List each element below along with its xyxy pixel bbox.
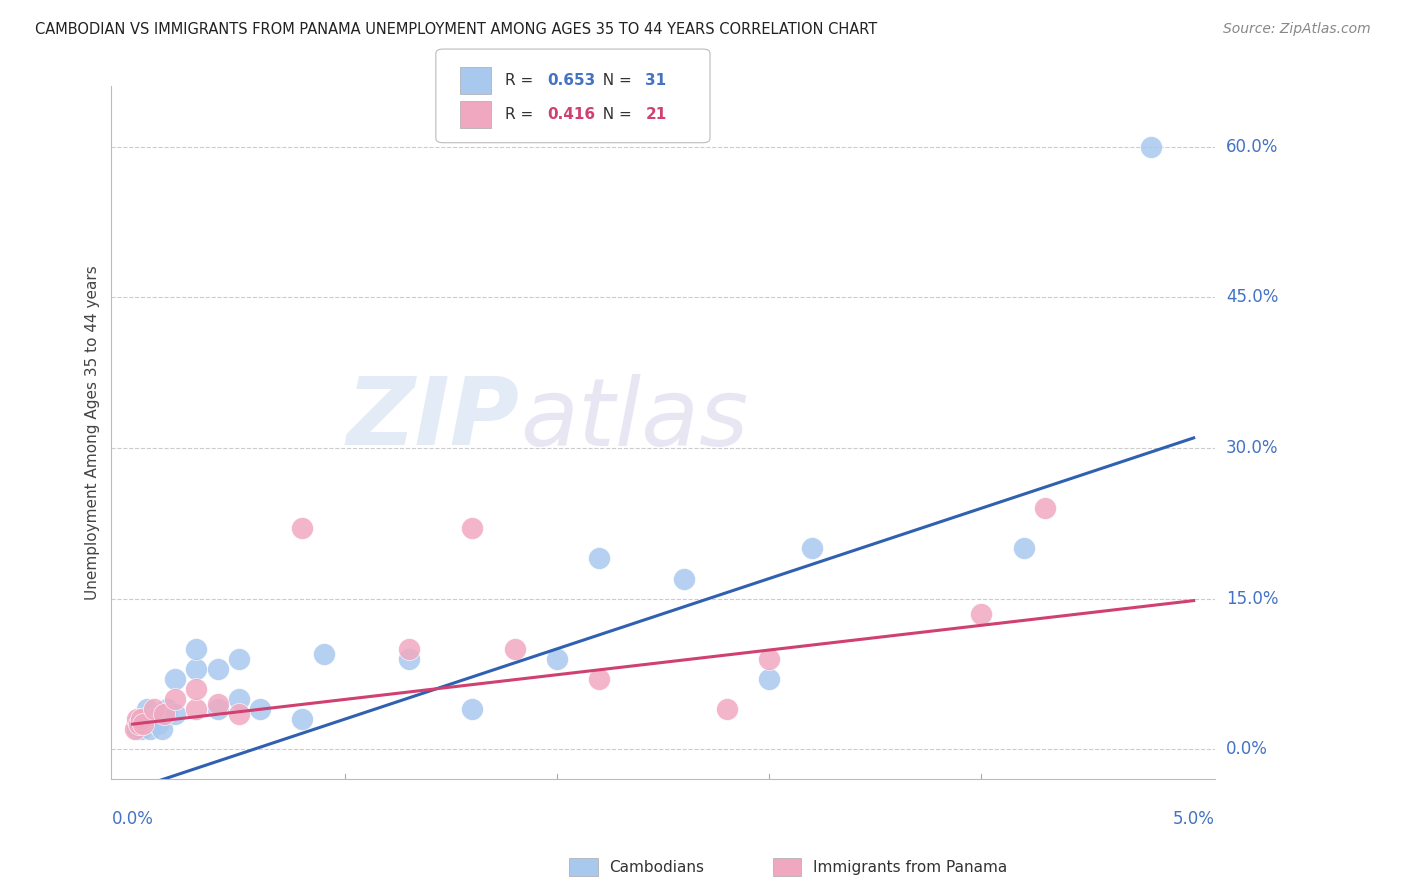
- Point: [136, 702, 159, 716]
- Text: CAMBODIAN VS IMMIGRANTS FROM PANAMA UNEMPLOYMENT AMONG AGES 35 TO 44 YEARS CORRE: CAMBODIAN VS IMMIGRANTS FROM PANAMA UNEM…: [35, 22, 877, 37]
- Text: 0.0%: 0.0%: [111, 810, 153, 828]
- Text: 0.0%: 0.0%: [1226, 740, 1268, 758]
- Point: [228, 652, 250, 666]
- Text: 30.0%: 30.0%: [1226, 439, 1278, 457]
- Point: [129, 722, 152, 736]
- Point: [758, 652, 780, 666]
- Point: [1140, 139, 1163, 153]
- Point: [142, 702, 165, 716]
- Point: [228, 707, 250, 722]
- Point: [132, 717, 155, 731]
- Point: [128, 717, 150, 731]
- Y-axis label: Unemployment Among Ages 35 to 44 years: Unemployment Among Ages 35 to 44 years: [86, 266, 100, 600]
- Point: [461, 521, 484, 535]
- Text: 0.653: 0.653: [547, 73, 595, 87]
- Point: [142, 712, 165, 726]
- Point: [228, 692, 250, 706]
- Point: [153, 707, 176, 722]
- Point: [134, 712, 156, 726]
- Text: 31: 31: [645, 73, 666, 87]
- Point: [546, 652, 568, 666]
- Text: 45.0%: 45.0%: [1226, 288, 1278, 306]
- Text: Source: ZipAtlas.com: Source: ZipAtlas.com: [1223, 22, 1371, 37]
- Point: [1033, 501, 1056, 516]
- Point: [150, 722, 173, 736]
- Text: atlas: atlas: [520, 374, 748, 465]
- Point: [461, 702, 484, 716]
- Point: [155, 702, 177, 716]
- Text: N =: N =: [593, 73, 637, 87]
- Point: [673, 572, 696, 586]
- Point: [128, 712, 150, 726]
- Text: Immigrants from Panama: Immigrants from Panama: [813, 860, 1007, 874]
- Point: [146, 717, 169, 731]
- Point: [291, 521, 314, 535]
- Point: [398, 641, 420, 656]
- Point: [291, 712, 314, 726]
- Point: [165, 692, 187, 706]
- Text: 21: 21: [645, 107, 666, 121]
- Point: [165, 672, 187, 686]
- Text: 15.0%: 15.0%: [1226, 590, 1278, 607]
- Point: [138, 722, 160, 736]
- Point: [125, 712, 148, 726]
- Point: [207, 662, 229, 676]
- Point: [124, 722, 146, 736]
- Text: Cambodians: Cambodians: [609, 860, 704, 874]
- Point: [398, 652, 420, 666]
- Point: [186, 662, 208, 676]
- Point: [758, 672, 780, 686]
- Text: R =: R =: [505, 73, 538, 87]
- Point: [207, 697, 229, 711]
- Point: [132, 717, 155, 731]
- Point: [800, 541, 823, 556]
- Point: [503, 641, 526, 656]
- Point: [186, 681, 208, 696]
- Text: N =: N =: [593, 107, 637, 121]
- Point: [207, 702, 229, 716]
- Text: 5.0%: 5.0%: [1173, 810, 1215, 828]
- Point: [186, 641, 208, 656]
- Point: [129, 712, 152, 726]
- Point: [588, 551, 610, 566]
- Text: 0.416: 0.416: [547, 107, 595, 121]
- Point: [1012, 541, 1035, 556]
- Point: [249, 702, 271, 716]
- Point: [716, 702, 738, 716]
- Point: [312, 647, 335, 661]
- Text: R =: R =: [505, 107, 538, 121]
- Point: [588, 672, 610, 686]
- Point: [970, 607, 993, 621]
- Text: 60.0%: 60.0%: [1226, 137, 1278, 155]
- Text: ZIP: ZIP: [347, 373, 520, 465]
- Point: [186, 702, 208, 716]
- Point: [125, 722, 148, 736]
- Point: [165, 707, 187, 722]
